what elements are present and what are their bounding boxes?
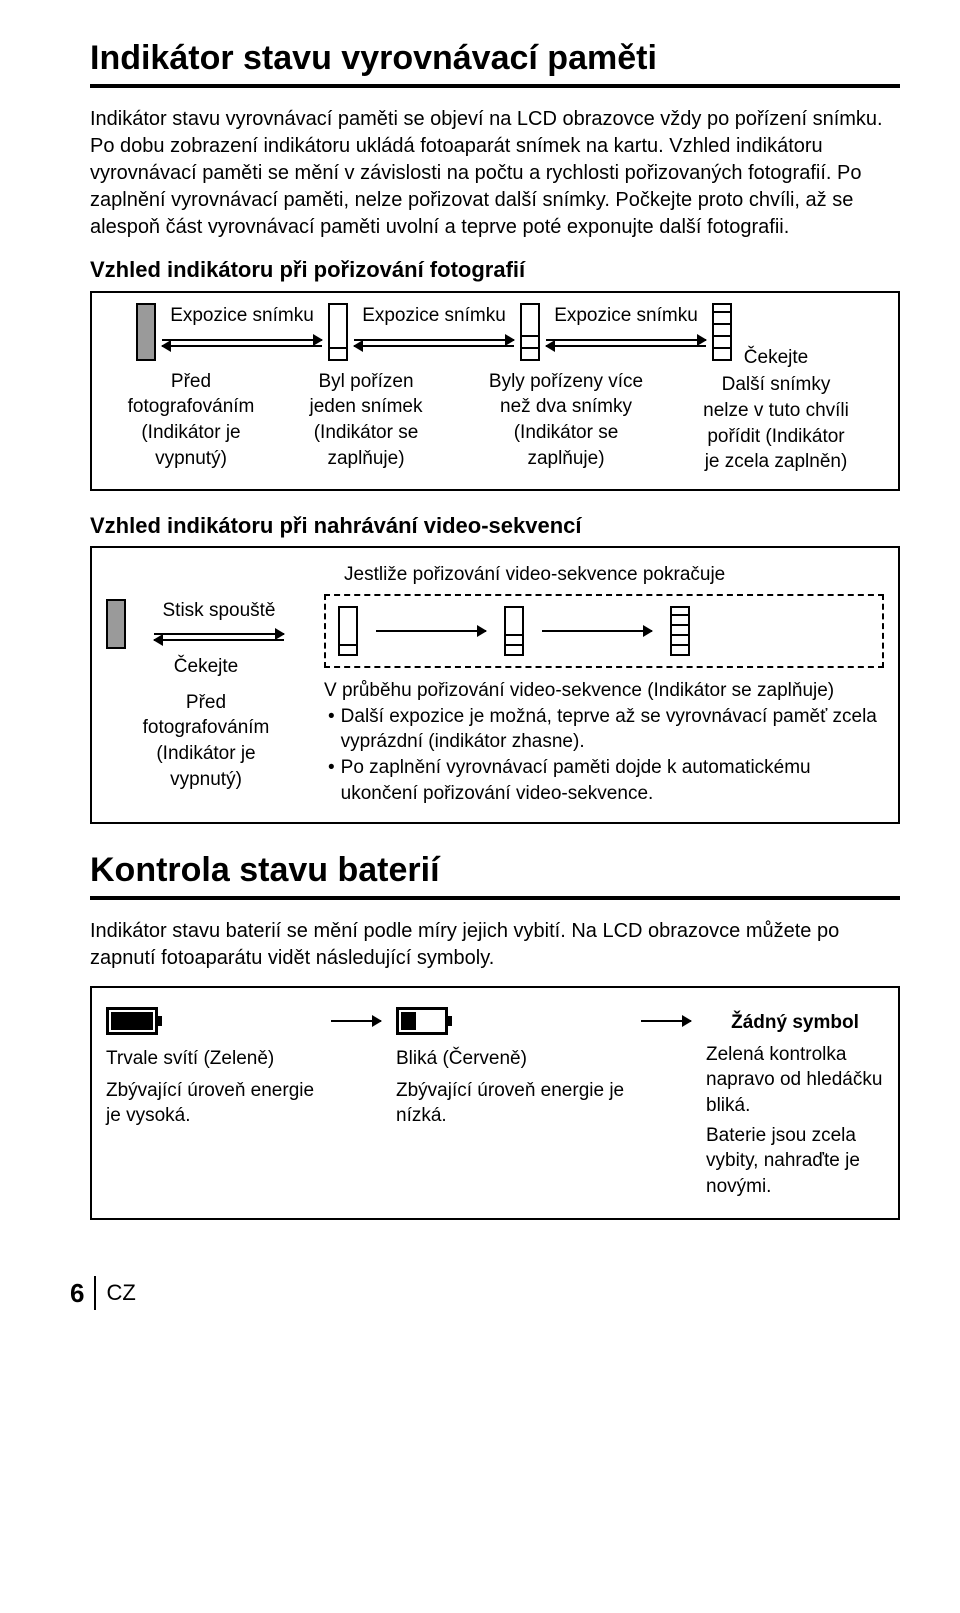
exposure-label: Expozice snímku <box>170 303 314 329</box>
video-dashed-box <box>324 594 884 668</box>
arrow-right-icon <box>326 1004 386 1038</box>
buffer-bar-one <box>338 606 358 656</box>
video-bullet: Po zaplnění vyrovnávací paměti dojde k a… <box>341 755 884 806</box>
state-caption: (Indikátor se <box>314 420 419 446</box>
photo-indicator-box: Expozice snímku Expozice snímku Expozice… <box>90 291 900 491</box>
buffer-bar-two <box>520 303 540 361</box>
buffer-bar-empty <box>136 303 156 361</box>
state-caption: zaplňuje) <box>327 446 404 472</box>
battery-label: Trvale svítí (Zeleně) <box>106 1046 316 1072</box>
state-caption: Byly pořízeny více <box>489 369 643 395</box>
video-right-heading: V průběhu pořizování video-sekvence (Ind… <box>324 678 884 704</box>
battery-desc: Baterie jsou zcela vybity, nahraďte je n… <box>706 1123 884 1200</box>
state-caption: vypnutý) <box>155 446 227 472</box>
video-continue-label: Jestliže pořizování video-sekvence pokra… <box>344 562 884 588</box>
state-caption: zaplňuje) <box>527 446 604 472</box>
shutter-press-label: Stisk spouště <box>163 598 276 624</box>
state-caption: jeden snímek <box>309 394 422 420</box>
battery-paragraph: Indikátor stavu baterií se mění podle mí… <box>90 918 900 972</box>
state-caption: Před <box>171 369 211 395</box>
cekejte-label: Čekejte <box>174 654 238 680</box>
subheading-video: Vzhled indikátoru při nahrávání video-se… <box>90 511 900 541</box>
state-caption: pořídit (Indikátor <box>707 424 844 450</box>
buffer-bar-one <box>328 303 348 361</box>
state-caption: (Indikátor se <box>514 420 619 446</box>
battery-full-icon <box>106 1007 158 1035</box>
state-caption: (Indikátor je <box>156 743 255 764</box>
state-caption: (Indikátor je <box>141 420 240 446</box>
battery-label: Žádný symbol <box>706 1010 884 1036</box>
buffer-bar-full <box>712 303 732 361</box>
state-caption: nelze v tuto chvíli <box>703 398 849 424</box>
state-caption: než dva snímky <box>500 394 632 420</box>
buffer-bar-empty <box>106 599 126 649</box>
state-caption: Další snímky <box>722 372 831 398</box>
state-caption: Před <box>186 692 226 713</box>
state-caption: je zcela zaplněn) <box>705 449 848 475</box>
section-title: Indikátor stavu vyrovnávací paměti <box>90 36 900 82</box>
battery-label: Bliká (Červeně) <box>396 1046 626 1072</box>
exposure-label: Expozice snímku <box>362 303 506 329</box>
footer-divider <box>94 1276 96 1310</box>
battery-status-box: Trvale svítí (Zeleně) Zbývající úroveň e… <box>90 986 900 1219</box>
intro-paragraph: Indikátor stavu vyrovnávací paměti se ob… <box>90 106 900 241</box>
state-caption: fotografováním <box>143 717 270 738</box>
state-caption: fotografováním <box>128 394 255 420</box>
exposure-label: Expozice snímku <box>554 303 698 329</box>
state-caption: Byl pořízen <box>318 369 413 395</box>
battery-low-icon <box>396 1007 448 1035</box>
page-number: 6 <box>70 1276 84 1311</box>
arrow-right-icon <box>636 1004 696 1038</box>
buffer-bar-two <box>504 606 524 656</box>
buffer-bar-full <box>670 606 690 656</box>
video-indicator-box: Stisk spouště Čekejte Před fotografování… <box>90 546 900 824</box>
battery-desc: Zbývající úroveň energie je vysoká. <box>106 1078 316 1129</box>
page-footer: 6 CZ <box>90 1276 900 1311</box>
title-rule <box>90 896 900 900</box>
battery-desc: Zbývající úroveň energie je nízká. <box>396 1078 626 1129</box>
title-rule <box>90 84 900 88</box>
page-lang: CZ <box>106 1278 135 1308</box>
battery-desc: Zelená kontrolka napravo od hledáčku bli… <box>706 1042 884 1119</box>
state-caption: vypnutý) <box>170 769 242 790</box>
section-title: Kontrola stavu baterií <box>90 848 900 894</box>
video-bullet: Další expozice je možná, teprve až se vy… <box>341 704 884 755</box>
subheading-photo: Vzhled indikátoru při pořizování fotogra… <box>90 255 900 285</box>
